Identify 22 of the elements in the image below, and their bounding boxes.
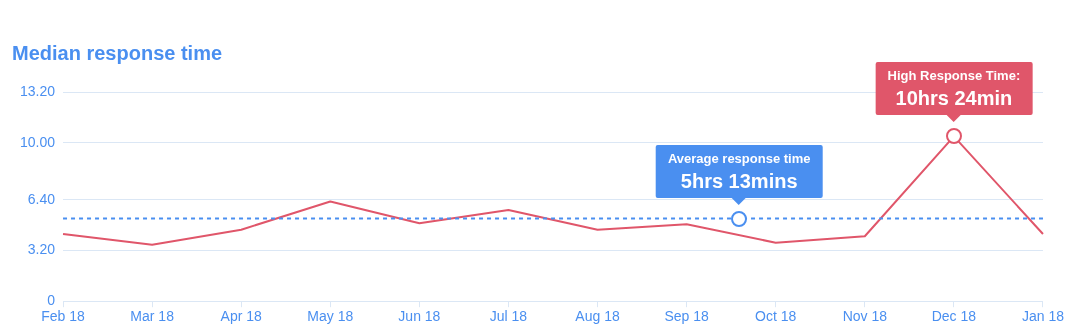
- x-tick-label: Sep 18: [664, 308, 710, 325]
- y-tick-label: 10.00: [19, 133, 56, 150]
- annotation: Average response time: [667, 149, 811, 168]
- y-tick-label: 6.40: [27, 190, 56, 207]
- annotation: 10hrs 24min: [894, 86, 1014, 112]
- x-tick-label: Dec 18: [931, 308, 977, 325]
- x-tick-label: Jul 18: [489, 308, 528, 325]
- x-tick-label: Apr 18: [220, 308, 263, 325]
- x-tick-label: Nov 18: [842, 308, 888, 325]
- x-tick-label: Mar 18: [130, 308, 175, 325]
- text: High Response Time:: [887, 67, 1021, 86]
- x-tick-label: May 18: [307, 308, 354, 325]
- chart-title: Median response time: [12, 41, 223, 64]
- x-tick-label: Oct 18: [755, 308, 797, 325]
- x-tick-label: Jan 18: [1021, 308, 1065, 325]
- annotation: 5hrs 13mins: [679, 168, 799, 194]
- x-tick-label: Feb 18: [41, 308, 86, 325]
- y-tick-label: 3.20: [27, 241, 56, 258]
- x-tick-label: Jun 18: [398, 308, 441, 325]
- x-tick-label: Aug 18: [575, 308, 620, 325]
- y-tick-label: 13.20: [19, 82, 56, 99]
- y-tick-label: 0: [47, 292, 56, 309]
